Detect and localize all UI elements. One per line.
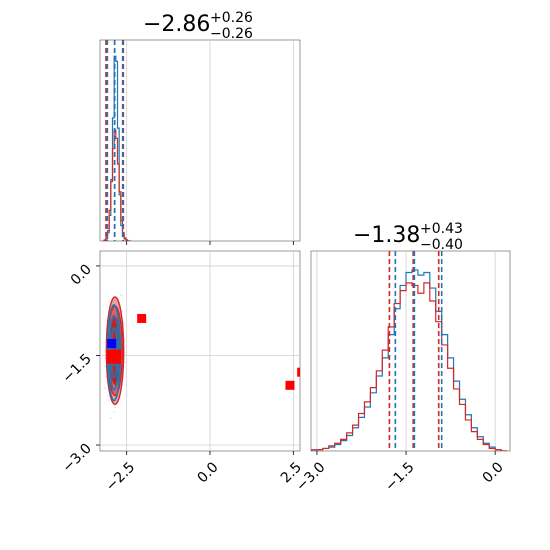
joint-contour-red-0 <box>105 296 125 406</box>
joint-sample-point <box>112 410 115 413</box>
joint-y-tick-label-2: −3.0 <box>59 441 94 476</box>
diag-2-hist-blue <box>311 269 508 451</box>
joint-red-square-3 <box>297 367 300 377</box>
joint-sample-point <box>108 399 111 402</box>
joint-red-square-2 <box>285 380 295 390</box>
title-2-main: −1.38 <box>353 223 420 248</box>
joint-red-square-1 <box>107 349 121 364</box>
joint-red-square-0 <box>137 313 147 323</box>
diag-panel-2: −3.0 −1.5 0.0 <box>293 250 511 495</box>
joint-panel: −2.5 0.0 2.50.0−1.5−3.0 <box>59 250 305 495</box>
joint-sample-point <box>121 294 124 297</box>
joint-y-tick-label-1: −1.5 <box>59 351 94 386</box>
diag-2-x-tick-label-2: 0.0 <box>480 459 507 486</box>
joint-x-tick-label-0: −2.5 <box>103 459 138 494</box>
joint-x-tick-label-1: 0.0 <box>195 459 222 486</box>
title-1-main: −2.86 <box>143 12 210 37</box>
joint-sample-point <box>124 361 126 364</box>
title-param-1: −2.86 +0.26 −0.26 <box>143 10 253 42</box>
joint-y-tick-label-0: 0.0 <box>68 261 95 288</box>
joint-sample-point <box>113 406 116 409</box>
diag-2-frame <box>310 250 511 452</box>
joint-sample-point <box>106 395 109 397</box>
diag-panel-1 <box>99 39 301 245</box>
joint-sample-point <box>103 365 106 368</box>
joint-sample-point <box>104 386 106 389</box>
title-param-2: −1.38 +0.43 −0.40 <box>353 221 463 253</box>
title-1-sup: +0.26 <box>210 10 253 26</box>
joint-sample-point <box>119 293 122 296</box>
joint-frame <box>99 250 301 452</box>
title-2-sup: +0.43 <box>420 221 463 237</box>
joint-sample-point <box>109 417 112 419</box>
joint-blue-square <box>107 339 117 349</box>
diag-2-hist-red <box>311 282 508 451</box>
diag-1-frame <box>99 39 301 242</box>
title-2-sub: −0.40 <box>420 237 463 253</box>
diag-2-x-tick-label-1: −1.5 <box>382 459 417 494</box>
title-1-sub: −0.26 <box>210 26 253 42</box>
